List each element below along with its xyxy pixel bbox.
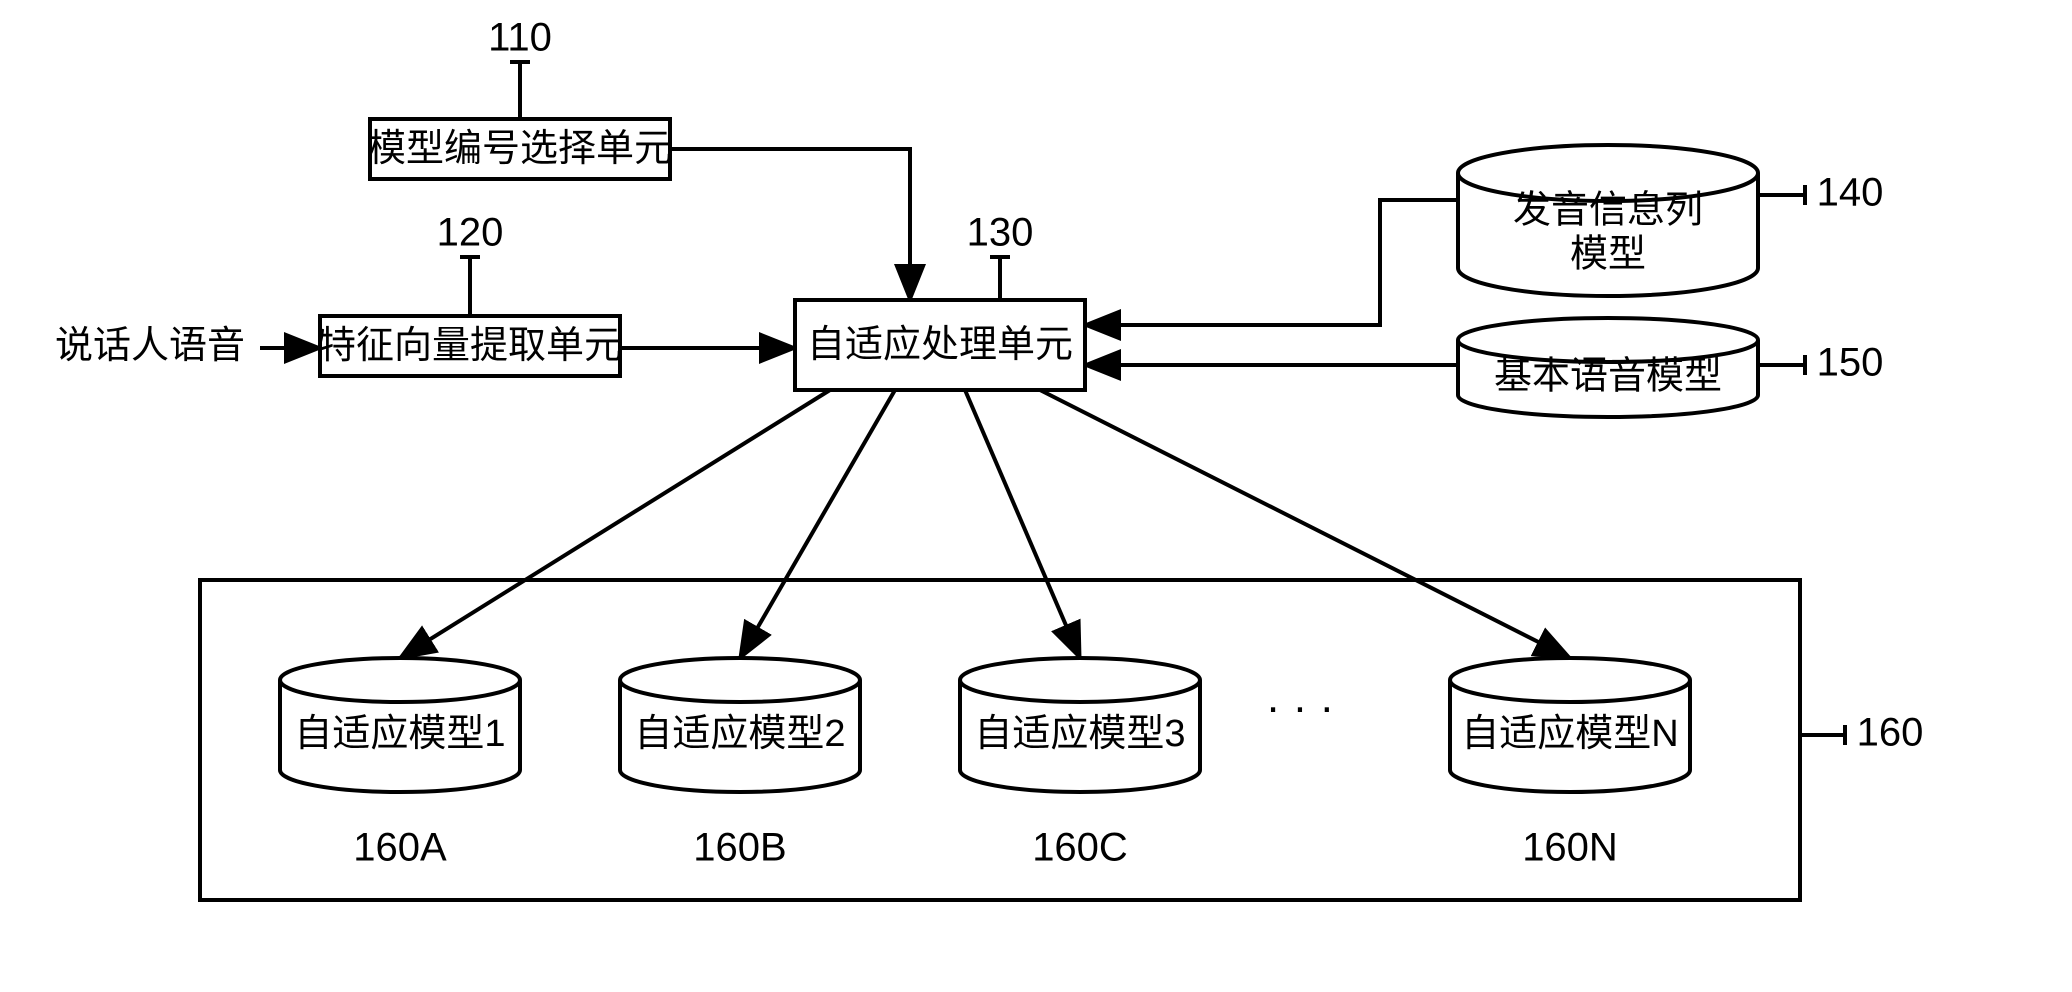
ellipsis: · · · (1266, 683, 1334, 732)
cylinder-label-c140-0: 发音信息列 (1513, 190, 1703, 232)
cylinder-label-c150-0: 基本语音模型 (1494, 356, 1722, 398)
ref-160C: 160C (1032, 826, 1128, 870)
input-speech-label: 说话人语音 (55, 325, 245, 367)
cylinder-top-c160B (620, 658, 860, 702)
cylinder-top-c160C (960, 658, 1200, 702)
ref-160B: 160B (693, 826, 786, 870)
arrow-3 (1085, 200, 1458, 325)
diagram-canvas: 模型编号选择单元特征向量提取单元 自适应处理单元 发音信息列模型基本语音模型自适应… (0, 0, 2072, 992)
cylinder-label-c160A-0: 自适应模型1 (294, 713, 505, 755)
cylinder-label-c160B-0: 自适应模型2 (634, 713, 845, 755)
arrow-7 (965, 390, 1080, 658)
box-label-b130: 自适应处理单元 (807, 324, 1073, 366)
ref-110: 110 (488, 16, 552, 60)
ref-160N: 160N (1522, 826, 1618, 870)
cylinder-top-c160N (1450, 658, 1690, 702)
cylinder-label-c140-1: 模型 (1570, 234, 1646, 276)
ref-160A: 160A (353, 826, 447, 870)
box-label-b110: 模型编号选择单元 (368, 128, 672, 170)
box-label-b120: 特征向量提取单元 (318, 325, 622, 367)
arrow-8 (1040, 390, 1570, 658)
ref-130: 130 (967, 211, 1034, 255)
cylinder-top-c160A (280, 658, 520, 702)
ref-150: 150 (1817, 341, 1884, 385)
arrow-2 (670, 149, 910, 300)
ref-140: 140 (1817, 171, 1884, 215)
ref-120: 120 (437, 211, 504, 255)
cylinder-label-c160C-0: 自适应模型3 (974, 713, 1185, 755)
cylinder-label-c160N-0: 自适应模型N (1461, 713, 1678, 755)
ref-160: 160 (1857, 711, 1924, 755)
